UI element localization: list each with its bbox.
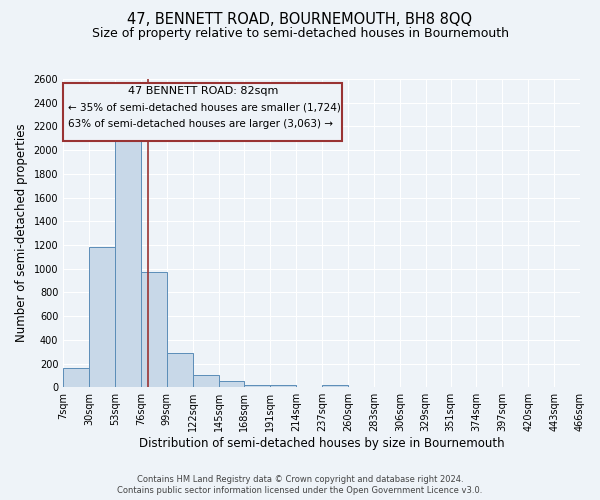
Bar	[244, 385, 271, 387]
Text: ← 35% of semi-detached houses are smaller (1,724): ← 35% of semi-detached houses are smalle…	[68, 102, 341, 113]
Bar	[218, 382, 244, 387]
X-axis label: Distribution of semi-detached houses by size in Bournemouth: Distribution of semi-detached houses by …	[139, 437, 505, 450]
Text: Contains public sector information licensed under the Open Government Licence v3: Contains public sector information licen…	[118, 486, 482, 495]
Text: 47, BENNETT ROAD, BOURNEMOUTH, BH8 8QQ: 47, BENNETT ROAD, BOURNEMOUTH, BH8 8QQ	[127, 12, 473, 28]
Bar	[502, 386, 528, 387]
Bar	[167, 353, 193, 387]
Text: 63% of semi-detached houses are larger (3,063) →: 63% of semi-detached houses are larger (…	[68, 120, 332, 130]
Text: Size of property relative to semi-detached houses in Bournemouth: Size of property relative to semi-detach…	[91, 28, 509, 40]
Bar	[89, 248, 115, 387]
Bar	[63, 368, 89, 387]
Bar	[63, 82, 343, 140]
Y-axis label: Number of semi-detached properties: Number of semi-detached properties	[15, 124, 28, 342]
Bar	[115, 140, 141, 387]
Text: Contains HM Land Registry data © Crown copyright and database right 2024.: Contains HM Land Registry data © Crown c…	[137, 475, 463, 484]
Bar	[141, 272, 167, 387]
Bar	[193, 376, 218, 387]
Bar	[322, 386, 348, 387]
Bar	[271, 386, 296, 387]
Text: 47 BENNETT ROAD: 82sqm: 47 BENNETT ROAD: 82sqm	[128, 86, 278, 96]
